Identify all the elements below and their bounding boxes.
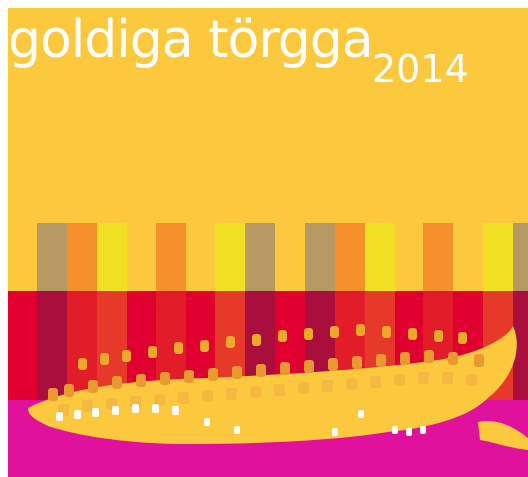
corn-cob — [28, 324, 528, 450]
poster-title: goldiga törgga — [8, 10, 374, 70]
poster: goldiga törgga 2014 — [8, 8, 528, 477]
corn-artwork — [8, 223, 528, 477]
stripe-band-top — [37, 223, 528, 291]
poster-year: 2014 — [372, 47, 469, 91]
